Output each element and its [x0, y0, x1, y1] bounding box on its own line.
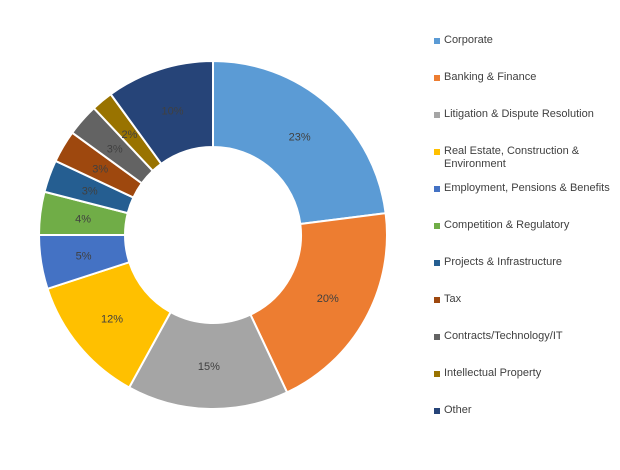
legend-label: Employment, Pensions & Benefits: [444, 182, 610, 194]
legend-item: Competition & Regulatory: [434, 219, 620, 232]
legend-swatch: [434, 112, 440, 118]
legend-item: Other: [434, 404, 620, 417]
legend-label: Corporate: [444, 34, 493, 46]
legend-label: Tax: [444, 293, 462, 305]
legend-item: Projects & Infrastructure: [434, 256, 620, 269]
legend-swatch: [434, 371, 440, 377]
legend-swatch: [434, 223, 440, 229]
donut-slice: [109, 59, 214, 166]
slice-data-label: 10%: [162, 105, 184, 117]
slice-labels: 23% 20% 15% 12% 5% 4% 3% 3% 3% 2% 10%: [75, 105, 339, 373]
slice-data-label: 15%: [198, 361, 220, 373]
slice-data-label: 5%: [76, 250, 92, 262]
legend-swatch: [434, 149, 440, 155]
legend-label: Real Estate, Construction & Environment: [444, 145, 580, 170]
slice-data-label: 4%: [75, 214, 91, 226]
legend-label: Competition & Regulatory: [444, 219, 570, 231]
legend-item: Corporate: [434, 34, 620, 47]
slice-data-label: 12%: [101, 314, 123, 326]
legend-item: Banking & Finance: [434, 71, 620, 84]
legend-label: Projects & Infrastructure: [444, 256, 562, 268]
legend-item: Real Estate, Construction & Environment: [434, 145, 620, 171]
legend-swatch: [434, 75, 440, 81]
legend-label: Banking & Finance: [444, 71, 537, 83]
legend-item: Contracts/Technology/IT: [434, 330, 620, 343]
legend-label: Intellectual Property: [444, 367, 542, 379]
legend-item: Employment, Pensions & Benefits: [434, 182, 620, 195]
legend-swatch: [434, 297, 440, 303]
slice-data-label: 3%: [107, 143, 123, 155]
slice-data-label: 3%: [92, 163, 108, 175]
legend-label: Litigation & Dispute Resolution: [444, 108, 594, 120]
legend-swatch: [434, 334, 440, 340]
legend-label: Contracts/Technology/IT: [444, 330, 563, 342]
legend-label: Other: [444, 404, 472, 416]
legend-item: Litigation & Dispute Resolution: [434, 108, 620, 121]
slice-data-label: 23%: [289, 132, 311, 144]
donut-slices: [37, 59, 388, 410]
slice-data-label: 20%: [317, 293, 339, 305]
donut-slice: [249, 212, 388, 394]
legend-item: Intellectual Property: [434, 367, 620, 380]
legend-swatch: [434, 408, 440, 414]
slice-data-label: 3%: [82, 186, 98, 198]
legend-item: Tax: [434, 293, 620, 306]
slice-data-label: 2%: [122, 129, 138, 141]
legend-swatch: [434, 186, 440, 192]
legend-swatch: [434, 260, 440, 266]
donut-slice: [212, 59, 387, 226]
legend-swatch: [434, 38, 440, 44]
